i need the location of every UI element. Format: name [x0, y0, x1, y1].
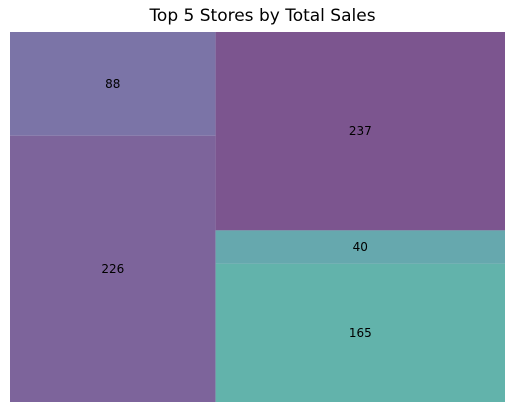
- chart-title: Top 5 Stores by Total Sales: [149, 6, 376, 26]
- treemap-tile-165: [215, 263, 505, 402]
- treemap-tile-226: [10, 135, 216, 402]
- treemap-tile-label-226: 226: [101, 262, 124, 276]
- treemap-tile-40: [215, 230, 505, 264]
- treemap-tile-label-237: 237: [349, 124, 372, 138]
- treemap-tile-label-40: 40: [353, 240, 368, 254]
- treemap-tile-237: [215, 32, 505, 231]
- treemap-tile-label-165: 165: [349, 326, 372, 340]
- treemap-tile-label-88: 88: [105, 77, 120, 91]
- treemap-tile-88: [10, 32, 216, 136]
